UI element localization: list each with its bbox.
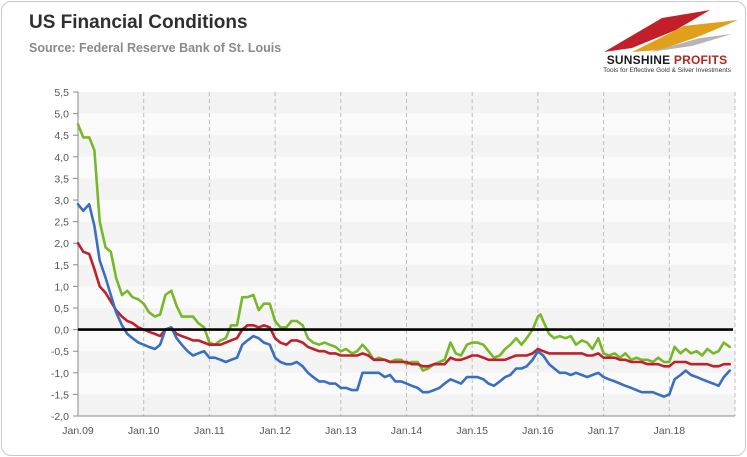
y-tick-label: -1,5 <box>51 389 69 401</box>
x-tick-label: Jan.13 <box>325 425 357 437</box>
y-tick-label: 5,5 <box>54 87 69 99</box>
plot-band <box>78 178 735 200</box>
plot-band <box>78 113 735 136</box>
y-tick-label: -1,0 <box>51 368 69 380</box>
y-tick-label: 1,5 <box>54 260 69 272</box>
y-tick-label: 5,0 <box>54 109 69 121</box>
y-tick-label: 0,0 <box>54 325 69 337</box>
x-tick-label: Jan.11 <box>194 425 225 437</box>
sunshine-profits-logo: SUNSHINE PROFITS Tools for Effective Gol… <box>592 8 742 78</box>
chart-subtitle: Source: Federal Reserve Bank of St. Loui… <box>29 41 282 55</box>
y-tick-label: 3,0 <box>54 195 69 207</box>
x-tick-label: Jan.18 <box>654 425 686 437</box>
y-tick-label: 2,0 <box>54 238 69 250</box>
x-tick-label: Jan.09 <box>62 425 94 437</box>
y-tick-label: 4,0 <box>54 152 69 164</box>
logo-name-accent: PROFITS <box>673 53 728 67</box>
x-tick-label: Jan.17 <box>588 425 620 437</box>
plot-band <box>78 156 735 179</box>
y-tick-label: 0,5 <box>54 303 69 315</box>
y-tick-label: -2,0 <box>51 411 69 423</box>
x-tick-label: Jan.12 <box>259 425 291 437</box>
x-tick-label: Jan.14 <box>391 425 423 437</box>
logo-name-main: SUNSHINE <box>606 53 671 67</box>
logo-tagline: Tools for Effective Gold & Silver Invest… <box>603 67 731 74</box>
series-line-green <box>76 123 731 372</box>
x-tick-label: Jan.10 <box>128 425 160 437</box>
logo-swoosh-icon <box>604 10 738 52</box>
plot-band <box>78 200 735 222</box>
plot-band <box>78 135 735 157</box>
y-tick-label: 1,0 <box>54 281 69 293</box>
chart-title: US Financial Conditions <box>29 12 248 33</box>
logo-name: SUNSHINE PROFITS <box>592 53 742 67</box>
y-tick-label: 4,5 <box>54 130 69 142</box>
y-tick-label: -0,5 <box>51 346 69 358</box>
series-line-red <box>76 241 731 368</box>
plot-band <box>78 394 735 416</box>
y-tick-label: 3,5 <box>54 173 69 185</box>
series-line-blue <box>76 203 731 398</box>
x-tick-label: Jan.16 <box>522 425 554 437</box>
y-tick-label: 2,5 <box>54 217 69 229</box>
x-tick-label: Jan.15 <box>456 425 488 437</box>
